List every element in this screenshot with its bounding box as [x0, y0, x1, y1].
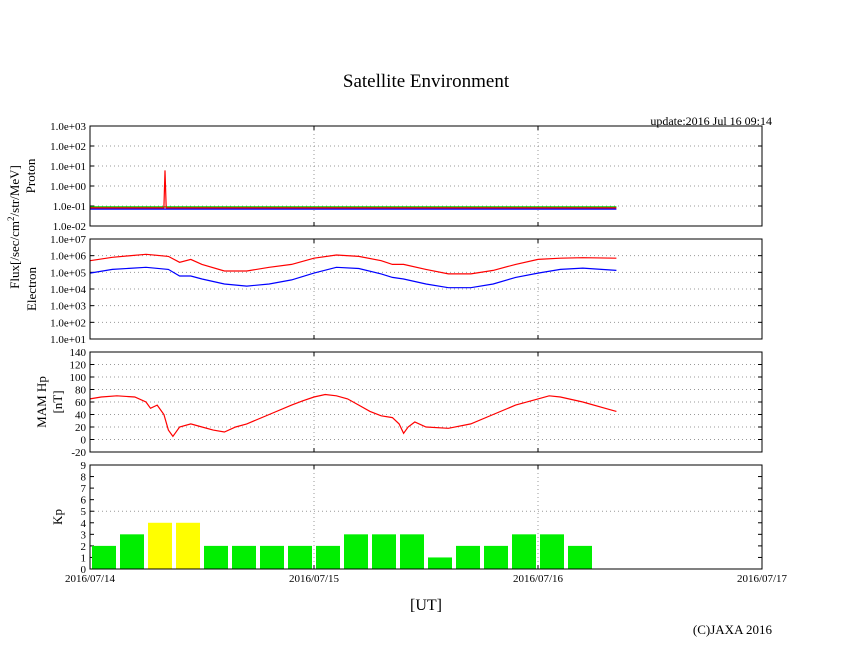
- proton-ytick-label: 1.0e+03: [50, 121, 86, 133]
- x-tick-label: 2016/07/17: [737, 573, 788, 585]
- kp-ytick-label: 9: [81, 460, 87, 472]
- kp-ytick-label: 2: [81, 541, 87, 553]
- kp-bar: [344, 534, 368, 569]
- proton-ytick-label: 1.0e-01: [53, 201, 86, 213]
- kp-bar: [484, 545, 508, 569]
- mam-hp-ytick-label: 0: [81, 435, 87, 447]
- flux-label-rest: /str/MeV]: [7, 165, 22, 216]
- electron-series-red: [89, 253, 617, 275]
- mam-hp-ytick-label: 100: [70, 372, 87, 384]
- update-time: update:2016 Jul 16 09:14: [650, 114, 772, 128]
- kp-bar: [204, 545, 228, 569]
- kp-bar: [260, 545, 284, 569]
- electron-ytick-label: 1.0e+05: [50, 267, 86, 279]
- x-tick-label: 2016/07/14: [65, 573, 116, 585]
- kp-ytick-label: 8: [81, 472, 87, 484]
- electron-series-blue: [89, 266, 617, 289]
- mam-hp-series-red: [89, 393, 617, 438]
- x-tick-label: 2016/07/16: [513, 573, 564, 585]
- kp-bar: [428, 557, 452, 569]
- proton-ylabel: Proton: [23, 158, 38, 193]
- kp-ytick-label: 3: [81, 529, 87, 541]
- electron-ytick-label: 1.0e+01: [50, 334, 86, 346]
- flux-label-main: Flux[/sec/cm: [7, 221, 22, 289]
- kp-ytick-label: 1: [81, 552, 87, 564]
- proton-ytick-label: 1.0e-02: [53, 221, 86, 233]
- kp-bar: [92, 545, 116, 569]
- mam-hp-ylabel: [nT]: [50, 390, 65, 413]
- chart-title: Satellite Environment: [343, 71, 510, 92]
- kp-bar: [316, 545, 340, 569]
- x-tick-label: 2016/07/15: [289, 573, 340, 585]
- kp-bar: [512, 534, 536, 569]
- x-axis-title: [UT]: [410, 597, 442, 614]
- kp-ytick-label: 0: [81, 564, 87, 576]
- proton-ytick-label: 1.0e+01: [50, 161, 86, 173]
- mam-hp-ytick-label: 40: [75, 410, 87, 422]
- kp-bar: [120, 534, 144, 569]
- kp-bar: [456, 545, 480, 569]
- electron-frame: [89, 238, 763, 340]
- flux-axis-label: Flux[/sec/cm2/str/MeV]: [6, 165, 22, 289]
- proton-frame: [89, 125, 763, 227]
- proton-ytick-label: 1.0e+02: [50, 141, 86, 153]
- kp-ytick-label: 7: [81, 483, 87, 495]
- mam-hp-ytick-label: 20: [75, 422, 87, 434]
- mam-hp-ytick-label: 120: [70, 360, 87, 372]
- kp-ytick-label: 6: [81, 495, 87, 507]
- proton-series-red: [90, 170, 617, 209]
- mam-hp-ytick-label: 60: [75, 397, 87, 409]
- kp-ylabel: Kp: [50, 509, 65, 525]
- electron-ytick-label: 1.0e+02: [50, 317, 86, 329]
- copyright: (C)JAXA 2016: [693, 622, 773, 637]
- electron-ytick-label: 1.0e+06: [50, 251, 86, 263]
- kp-ytick-label: 5: [81, 506, 87, 518]
- kp-bar: [176, 522, 200, 569]
- mam-hp-ytick-label: 140: [70, 347, 87, 359]
- flux-label-sup: 2: [6, 216, 16, 221]
- kp-bar: [540, 534, 564, 569]
- mam-hp-ytick-label: -20: [71, 447, 86, 459]
- kp-bar: [400, 534, 424, 569]
- kp-bar: [232, 545, 256, 569]
- kp-bar: [372, 534, 396, 569]
- proton-ytick-label: 1.0e+00: [50, 181, 86, 193]
- mam-hp-ytick-label: 80: [75, 385, 87, 397]
- kp-bar: [568, 545, 592, 569]
- electron-ytick-label: 1.0e+04: [50, 284, 86, 296]
- kp-frame: [89, 464, 763, 570]
- mam-hp-ylabel: MAM Hp: [34, 376, 49, 428]
- electron-ylabel: Electron: [24, 266, 39, 311]
- kp-ytick-label: 4: [81, 518, 87, 530]
- electron-ytick-label: 1.0e+03: [50, 301, 86, 313]
- mam-hp-frame: [89, 351, 763, 453]
- electron-ytick-label: 1.0e+07: [50, 234, 86, 246]
- kp-bar: [288, 545, 312, 569]
- kp-bar: [148, 522, 172, 569]
